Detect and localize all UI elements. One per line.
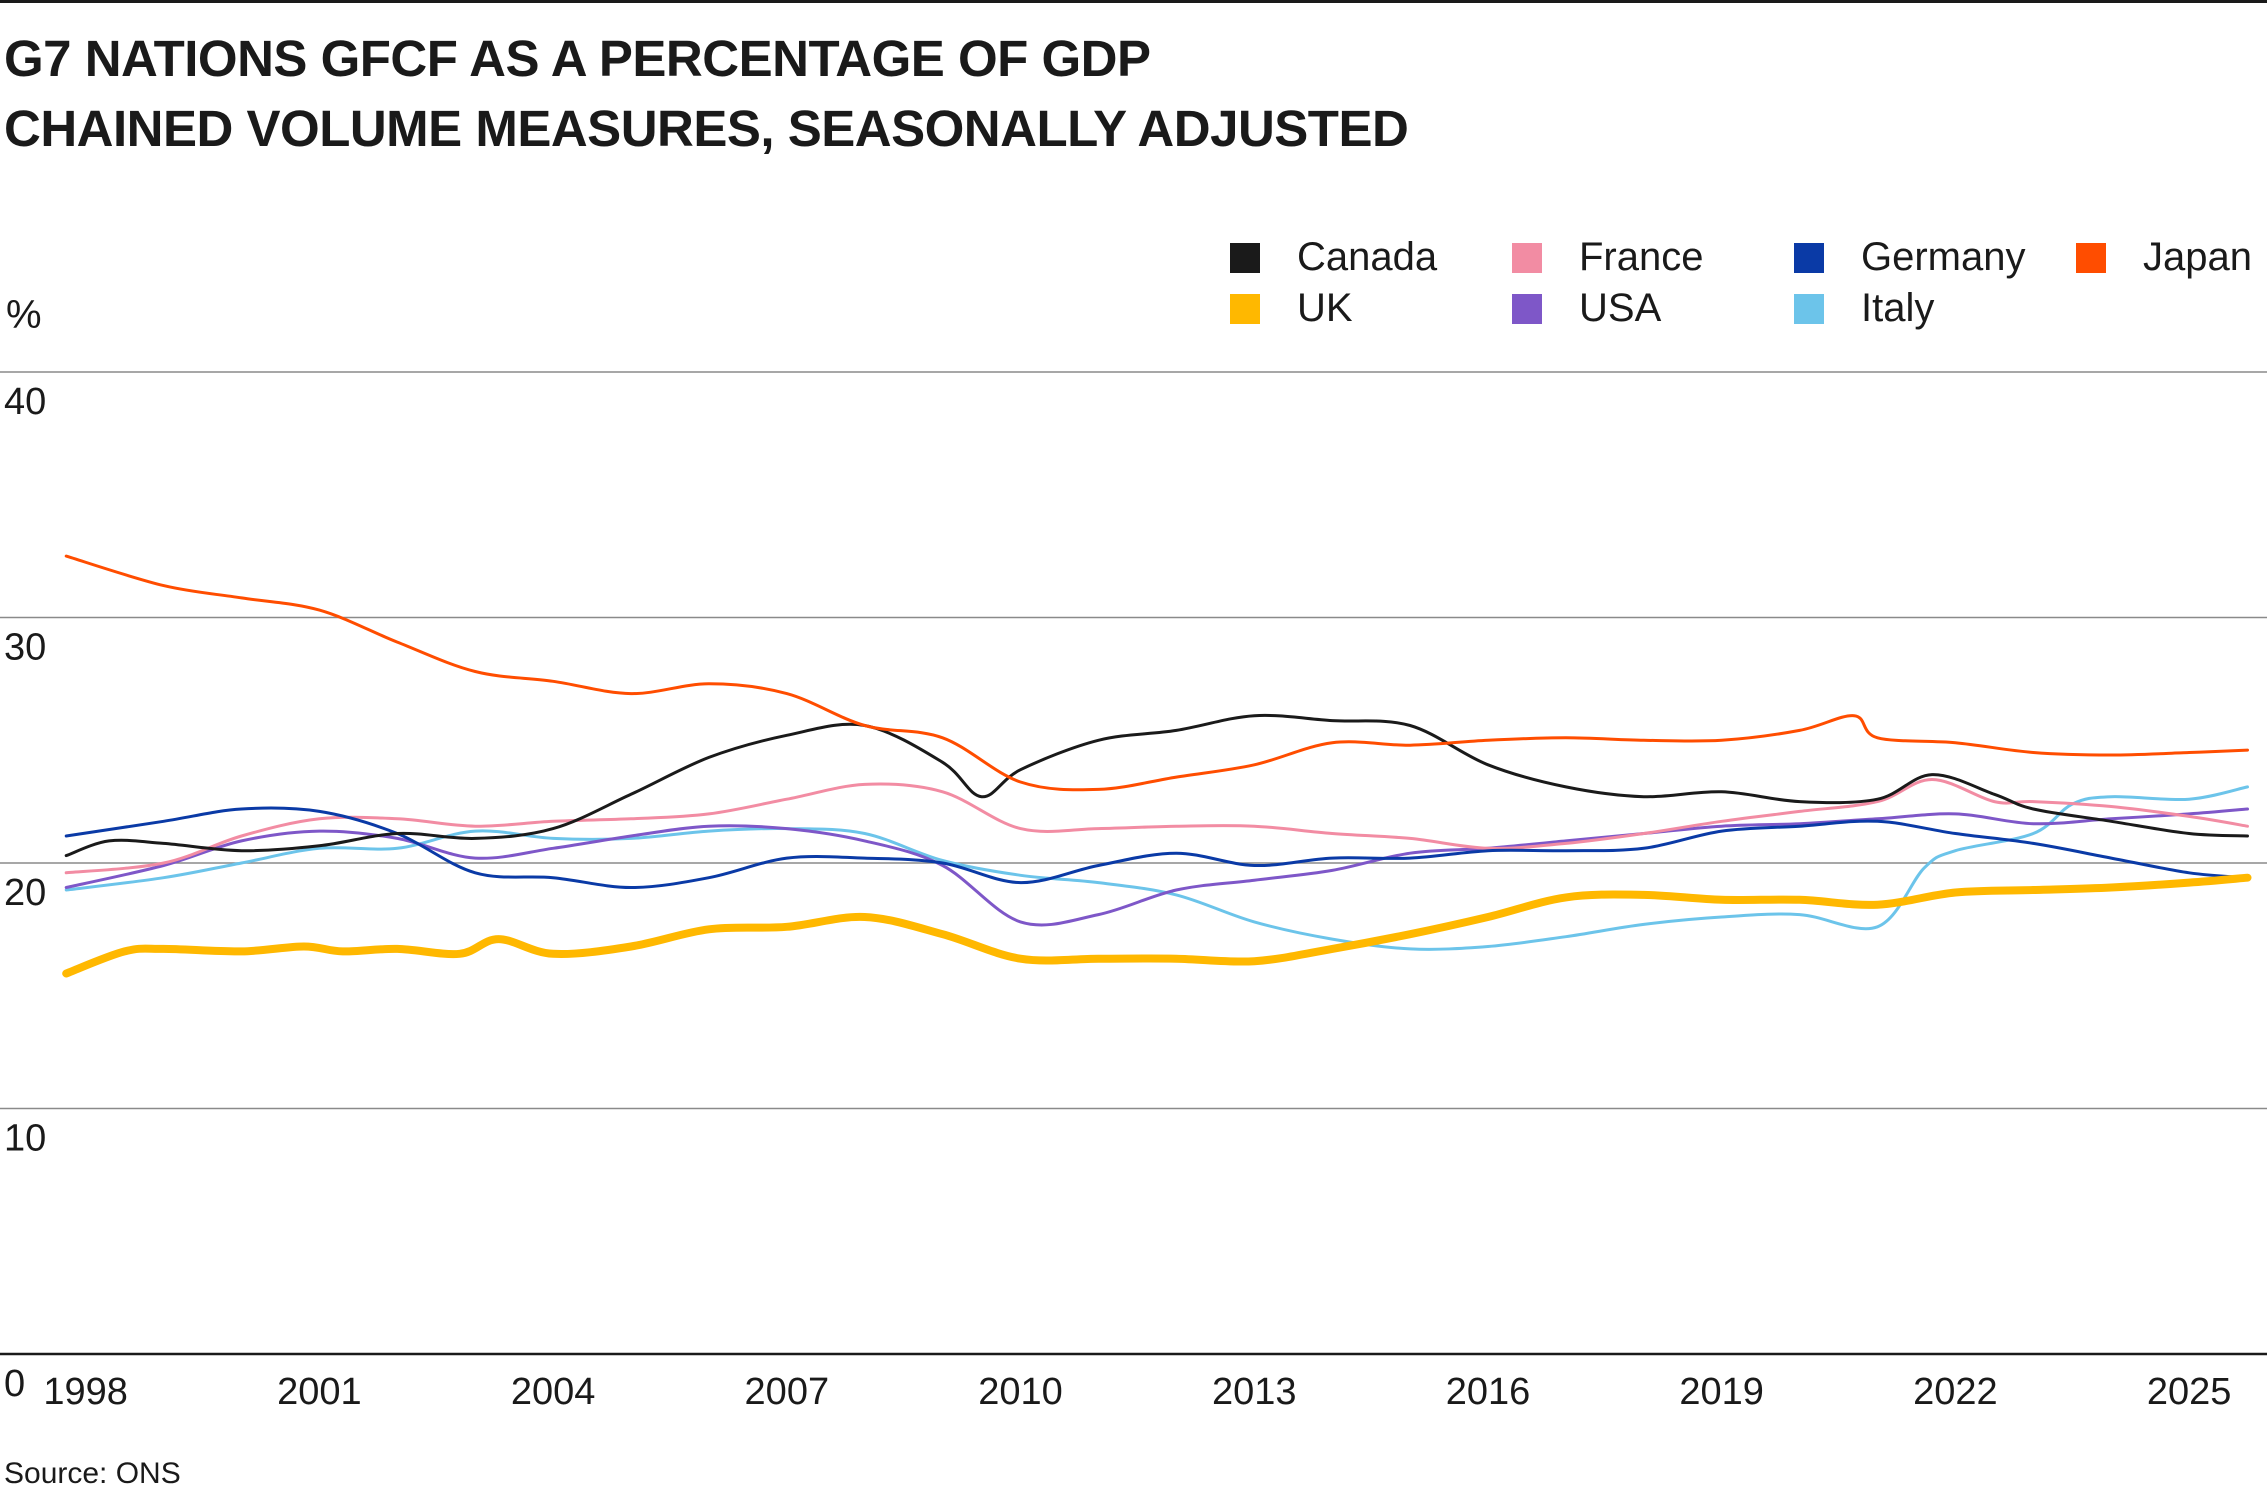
legend-swatch-usa — [1512, 294, 1542, 324]
legend-label-uk: UK — [1297, 286, 1353, 330]
legend-label-italy: Italy — [1861, 286, 1935, 330]
series-line-uk — [62, 873, 2252, 978]
x-tick-label-2007: 2007 — [745, 1371, 830, 1413]
series-line-usa — [64, 807, 2249, 927]
x-tick-label-2016: 2016 — [1446, 1371, 1531, 1413]
y-tick-label-30: 30 — [4, 627, 46, 669]
source-note: Source: ONS — [4, 1457, 181, 1490]
legend-label-france: France — [1579, 235, 1704, 279]
legend-label-usa: USA — [1579, 286, 1662, 330]
x-tick-label-2022: 2022 — [1913, 1371, 1998, 1413]
series-line-italy — [64, 785, 2249, 951]
legend-swatch-japan — [2076, 243, 2106, 273]
series-line-canada — [64, 713, 2249, 858]
legend-label-canada: Canada — [1297, 235, 1438, 279]
legend-swatch-germany — [1794, 243, 1824, 273]
legend-swatch-canada — [1230, 243, 1260, 273]
x-tick-label-2010: 2010 — [978, 1371, 1063, 1413]
top-rule — [0, 0, 2267, 3]
legend-label-germany: Germany — [1861, 235, 2026, 279]
legend-label-japan: Japan — [2143, 235, 2252, 279]
y-tick-label-10: 10 — [4, 1118, 46, 1160]
series-line-france — [64, 778, 2249, 875]
x-tick-label-2025: 2025 — [2147, 1371, 2232, 1413]
series-line-germany — [64, 806, 2249, 889]
chart-title: G7 NATIONS GFCF AS A PERCENTAGE OF GDP C… — [4, 24, 1409, 164]
legend-swatch-italy — [1794, 294, 1824, 324]
x-tick-label-1998: 1998 — [43, 1371, 128, 1413]
x-tick-label-2019: 2019 — [1679, 1371, 1764, 1413]
title-line-1: G7 NATIONS GFCF AS A PERCENTAGE OF GDP — [4, 30, 1151, 87]
series-line-japan — [64, 554, 2249, 792]
x-tick-label-2001: 2001 — [277, 1371, 362, 1413]
legend-swatch-france — [1512, 243, 1542, 273]
y-tick-label-20: 20 — [4, 872, 46, 914]
x-tick-label-2004: 2004 — [511, 1371, 596, 1413]
y-tick-label-0: 0 — [4, 1363, 25, 1405]
x-tick-label-2013: 2013 — [1212, 1371, 1297, 1413]
y-axis-unit: % — [6, 293, 42, 337]
legend-swatch-uk — [1230, 294, 1260, 324]
y-tick-label-40: 40 — [4, 381, 46, 423]
title-line-2: CHAINED VOLUME MEASURES, SEASONALLY ADJU… — [4, 100, 1409, 157]
